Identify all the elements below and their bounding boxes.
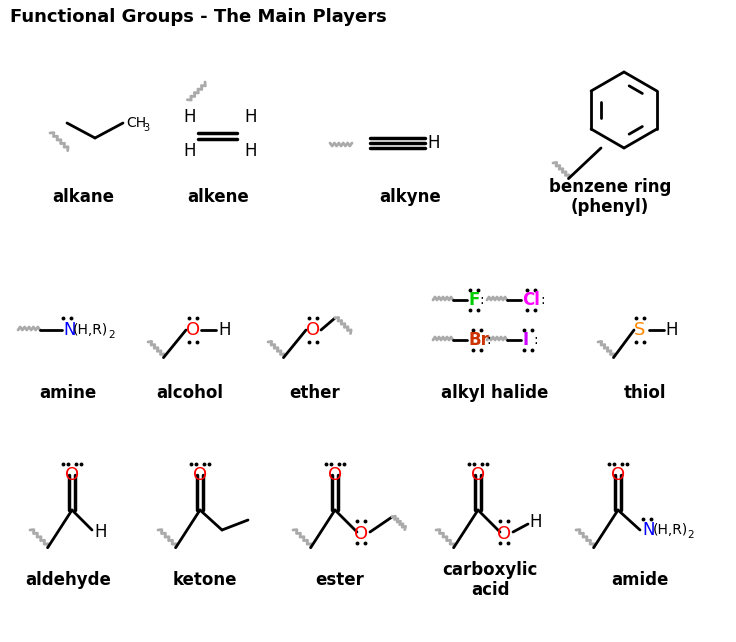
Text: 2: 2: [108, 330, 115, 340]
Text: alkene: alkene: [187, 188, 249, 206]
Text: aldehyde: aldehyde: [25, 571, 111, 589]
Text: O: O: [497, 525, 511, 543]
Text: carboxylic
acid: carboxylic acid: [442, 560, 538, 600]
Text: H: H: [95, 523, 107, 541]
Text: thiol: thiol: [623, 384, 666, 402]
Text: 3: 3: [143, 123, 149, 133]
Text: alkyne: alkyne: [379, 188, 441, 206]
Text: alkane: alkane: [52, 188, 114, 206]
Text: H: H: [666, 321, 679, 339]
Text: Br: Br: [468, 331, 489, 349]
Text: alkyl halide: alkyl halide: [442, 384, 548, 402]
Text: amine: amine: [39, 384, 96, 402]
Text: ester: ester: [316, 571, 364, 589]
Text: O: O: [328, 466, 342, 484]
Text: H: H: [245, 108, 258, 126]
Text: :: :: [533, 333, 537, 347]
Text: O: O: [306, 321, 320, 339]
Text: S: S: [634, 321, 645, 339]
Text: (H,R): (H,R): [653, 523, 688, 537]
Text: (H,R): (H,R): [73, 323, 108, 337]
Text: F: F: [468, 291, 479, 309]
Text: H: H: [184, 108, 197, 126]
Text: amide: amide: [612, 571, 669, 589]
Text: O: O: [611, 466, 625, 484]
Text: O: O: [193, 466, 207, 484]
Text: Cl: Cl: [522, 291, 540, 309]
Text: :: :: [540, 293, 545, 307]
Text: :: :: [479, 293, 484, 307]
Text: O: O: [354, 525, 368, 543]
Text: I: I: [522, 331, 528, 349]
Text: alcohol: alcohol: [157, 384, 224, 402]
Text: O: O: [186, 321, 200, 339]
Text: Functional Groups - The Main Players: Functional Groups - The Main Players: [10, 8, 386, 26]
Text: CH: CH: [126, 116, 146, 130]
Text: :: :: [486, 333, 491, 347]
Text: N: N: [63, 321, 76, 339]
Text: benzene ring
(phenyl): benzene ring (phenyl): [549, 178, 671, 216]
Text: H: H: [245, 142, 258, 160]
Text: 2: 2: [687, 530, 693, 540]
Text: N: N: [642, 521, 654, 539]
Text: O: O: [65, 466, 79, 484]
Text: O: O: [471, 466, 485, 484]
Text: ether: ether: [290, 384, 340, 402]
Text: H: H: [428, 134, 440, 152]
Text: ketone: ketone: [173, 571, 237, 589]
Text: H: H: [184, 142, 197, 160]
Text: H: H: [219, 321, 231, 339]
Text: H: H: [530, 513, 542, 531]
